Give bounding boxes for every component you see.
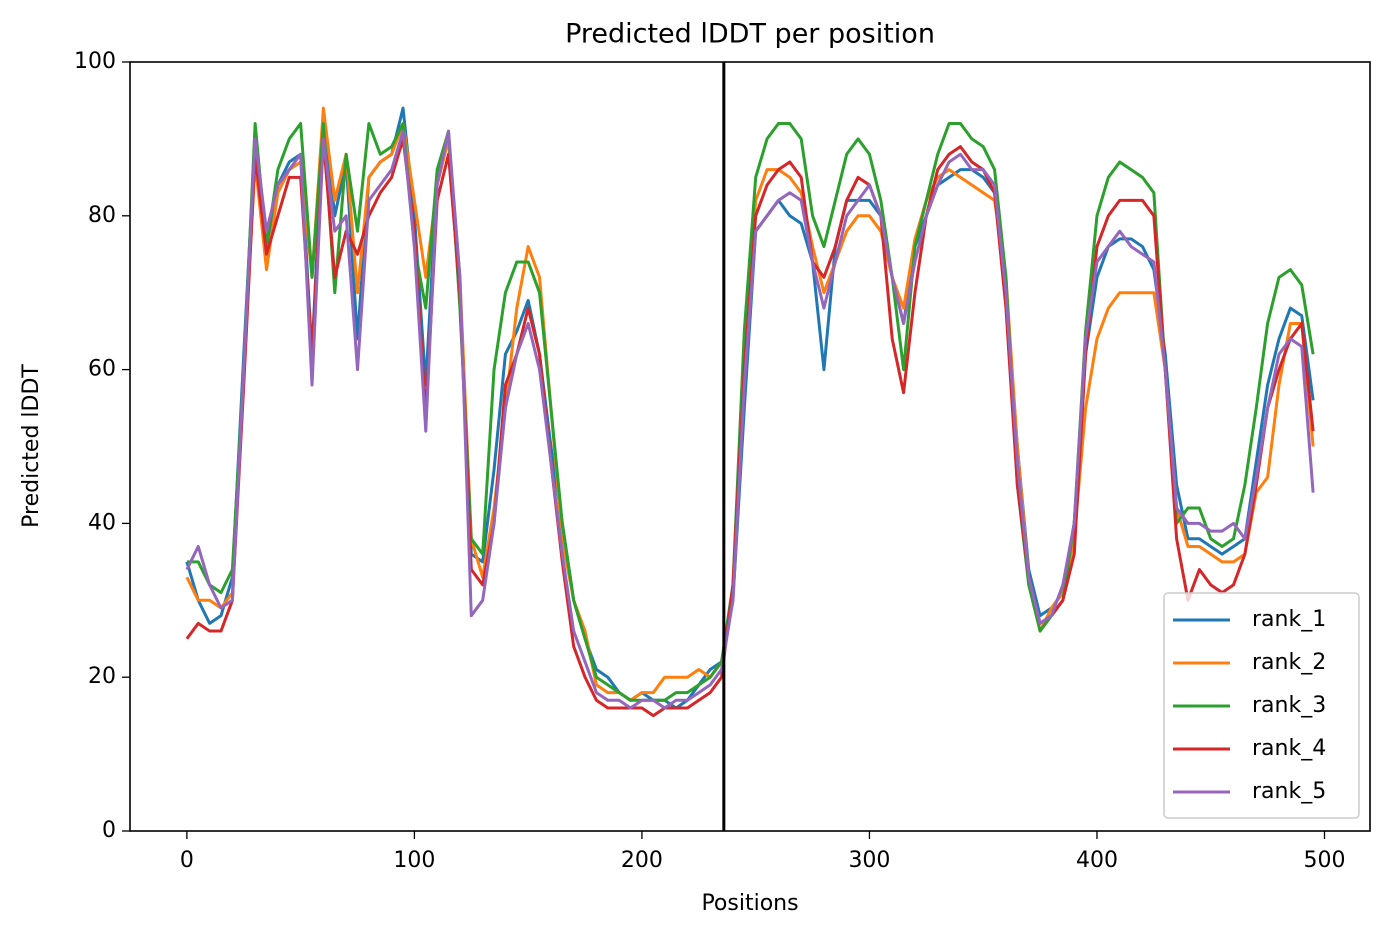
legend-label: rank_5 <box>1252 779 1326 804</box>
x-tick-label: 100 <box>393 848 435 873</box>
y-tick-label: 100 <box>74 49 116 74</box>
x-tick-label: 200 <box>621 848 663 873</box>
legend-box <box>1163 592 1360 819</box>
x-tick-label: 400 <box>1076 848 1118 873</box>
x-tick-label: 500 <box>1303 848 1345 873</box>
legend-label: rank_3 <box>1252 693 1326 718</box>
chart-title: Predicted lDDT per position <box>565 19 935 50</box>
y-tick-label: 0 <box>102 818 116 843</box>
x-tick-label: 300 <box>848 848 890 873</box>
legend-label: rank_4 <box>1252 736 1326 761</box>
x-axis-label: Positions <box>701 891 798 916</box>
y-tick-label: 60 <box>88 357 116 382</box>
series-line <box>185 129 1315 710</box>
series-line <box>186 122 1315 702</box>
x-tick-label: 0 <box>180 848 194 873</box>
y-axis-label: Predicted lDDT <box>19 364 44 528</box>
legend-label: rank_2 <box>1252 650 1326 675</box>
plot-frame <box>129 61 1371 832</box>
y-tick-label: 20 <box>88 664 116 689</box>
y-tick-label: 80 <box>88 203 116 228</box>
legend-label: rank_1 <box>1252 607 1326 632</box>
y-tick-label: 40 <box>88 510 116 535</box>
